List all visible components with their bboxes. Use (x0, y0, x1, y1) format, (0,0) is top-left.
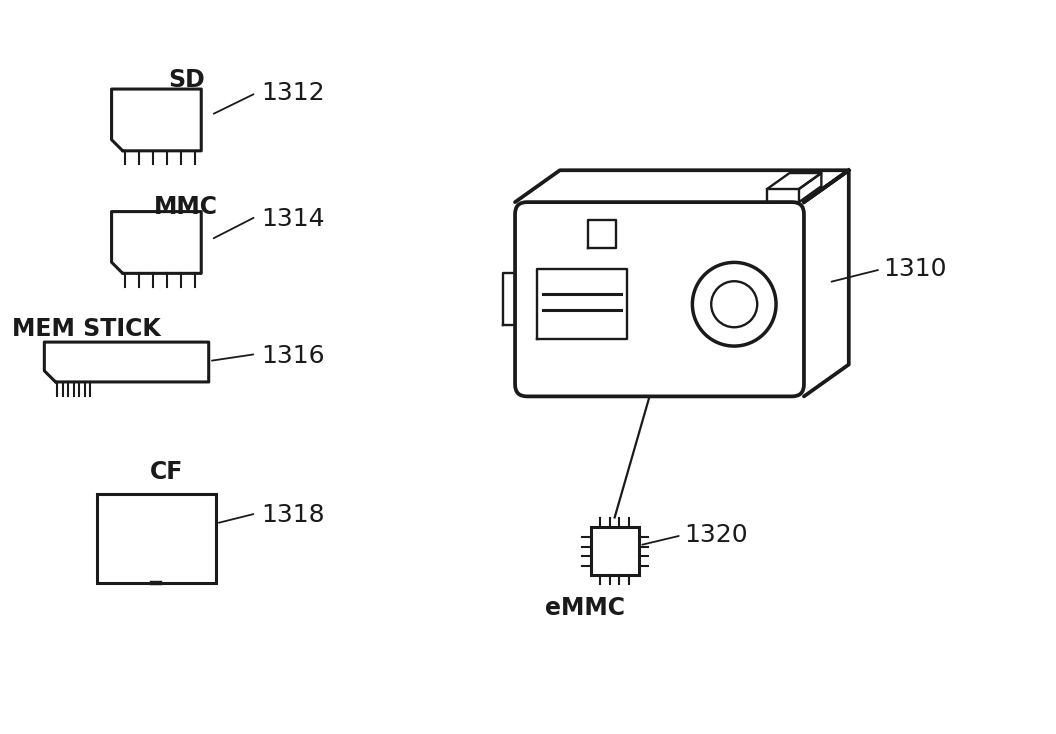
Text: 1312: 1312 (261, 81, 324, 105)
Text: 1318: 1318 (261, 504, 324, 528)
Text: SD: SD (168, 68, 205, 92)
Text: eMMC: eMMC (545, 596, 625, 620)
Text: MMC: MMC (154, 195, 219, 219)
Bar (590, 528, 639, 575)
Text: MEM STICK: MEM STICK (12, 317, 161, 341)
Text: 1314: 1314 (261, 206, 324, 230)
Text: 1316: 1316 (261, 344, 324, 368)
Text: CF: CF (150, 459, 183, 484)
Bar (97, 493, 216, 584)
Text: 1320: 1320 (684, 523, 748, 548)
Text: 1310: 1310 (884, 258, 947, 281)
